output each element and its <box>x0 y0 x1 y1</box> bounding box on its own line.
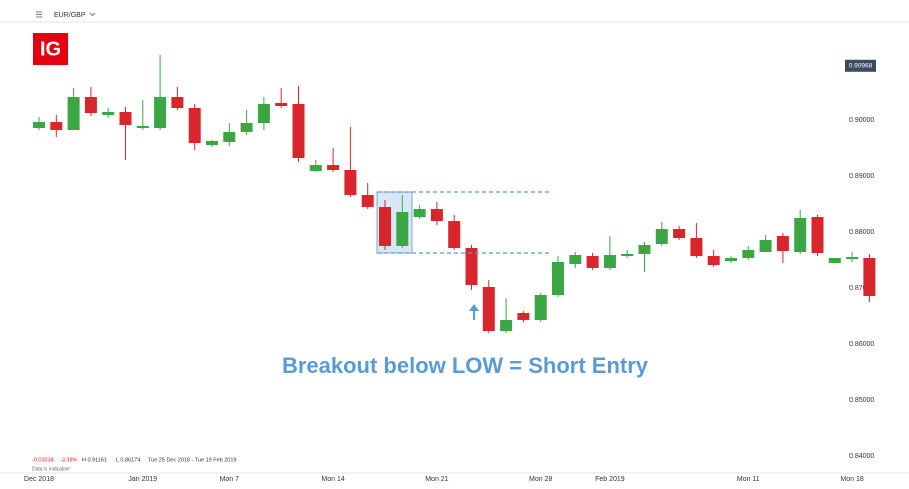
candle-body <box>655 228 668 244</box>
symbol-dropdown[interactable] <box>89 12 96 17</box>
x-tick-label: Mon 21 <box>425 476 448 483</box>
logo: IG <box>40 38 61 60</box>
x-tick-label: Mon 28 <box>529 476 552 483</box>
candle-body <box>257 103 270 124</box>
candle-body <box>690 237 703 257</box>
price-marker-label: 0.90968 <box>849 63 873 70</box>
candle-body <box>552 262 564 295</box>
candle-body <box>396 212 409 246</box>
candle-body <box>603 255 616 269</box>
candle-body <box>586 256 599 269</box>
candle-body <box>119 111 132 125</box>
y-tick-label: 0.86000 <box>849 341 874 348</box>
candle-body <box>136 125 149 129</box>
candle-body <box>759 240 772 252</box>
stat-change: -0.03034 <box>32 457 54 463</box>
stat-change-pct: -3.38% <box>60 457 78 463</box>
x-tick-label: Mon 7 <box>220 476 240 483</box>
y-tick-label: 0.89000 <box>849 173 874 180</box>
arrow-up <box>469 304 479 320</box>
candle-body <box>811 216 824 253</box>
candle-body <box>448 221 461 249</box>
candle-body <box>223 131 236 143</box>
y-tick-label: 0.90000 <box>849 117 874 124</box>
menu-icon[interactable] <box>36 11 42 18</box>
y-tick-label: 0.85000 <box>849 397 874 404</box>
stat-range: Tue 25 Dec 2018 - Tue 19 Feb 2019 <box>148 457 236 463</box>
candle-body <box>500 319 513 332</box>
candle-body <box>725 257 737 262</box>
candle-body <box>828 257 841 264</box>
candle-body <box>794 217 807 252</box>
candle-body <box>50 122 63 131</box>
candle-body <box>621 254 634 257</box>
candle-body <box>413 208 426 217</box>
candle-body <box>84 96 97 113</box>
candle-body <box>707 256 720 265</box>
candle-body <box>102 111 115 116</box>
y-tick-label: 0.87000 <box>849 285 874 292</box>
candle-body <box>154 96 167 129</box>
candle-body <box>240 123 253 132</box>
x-tick-label: Mon 14 <box>321 476 344 483</box>
candle-body <box>344 170 357 195</box>
candle-body <box>430 208 443 222</box>
candle-body <box>638 244 651 255</box>
y-tick-label: 0.88000 <box>849 229 874 236</box>
price-marker-box <box>845 59 876 72</box>
candle-body <box>846 256 859 259</box>
x-tick-label: Mon 18 <box>840 476 863 483</box>
candle-body <box>569 255 582 264</box>
candle-body <box>361 194 374 208</box>
stat-low: L 0.86174 <box>116 457 140 463</box>
candle-body <box>33 122 45 129</box>
candle-body <box>517 312 530 320</box>
candle-body <box>465 248 478 285</box>
note: Data is indicative <box>32 466 70 472</box>
candle-body <box>188 108 201 144</box>
candle-body <box>776 235 789 251</box>
annotation: Breakout below LOW = Short Entry <box>282 353 649 378</box>
x-tick-label: Jan 2019 <box>128 476 157 483</box>
candle-body <box>67 96 80 131</box>
candle-body <box>275 102 288 106</box>
symbol[interactable]: EUR/GBP <box>54 12 86 19</box>
stat-high: H 0.91161 <box>82 457 107 463</box>
x-tick-label: Feb 2019 <box>595 476 625 483</box>
logo-box <box>33 33 68 65</box>
candle-body <box>206 140 218 145</box>
candle-body <box>292 103 305 159</box>
candle-body <box>309 165 322 172</box>
y-tick-label: 0.84000 <box>849 453 874 460</box>
candle-body <box>534 294 547 320</box>
x-tick-label: Dec 2018 <box>24 476 54 483</box>
candle-body <box>379 207 391 246</box>
candle-body <box>327 165 340 171</box>
candle-body <box>673 228 686 238</box>
candle-body <box>171 96 184 109</box>
candle-body <box>482 286 495 332</box>
x-tick-label: Mon 11 <box>737 476 760 483</box>
candle-body <box>742 249 755 258</box>
candle-body <box>863 257 876 297</box>
